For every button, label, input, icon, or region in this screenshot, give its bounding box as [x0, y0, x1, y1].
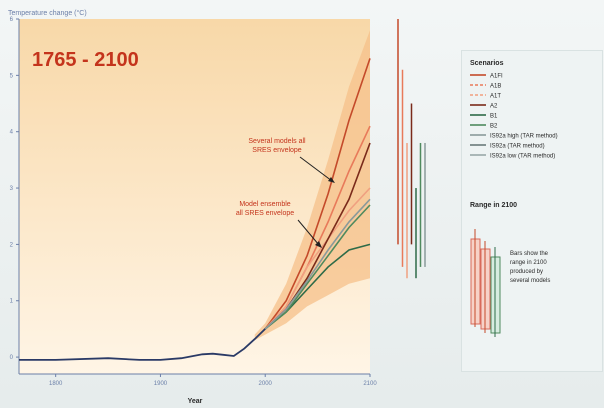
- legend-item-label: IS92a low (TAR method): [490, 154, 555, 160]
- legend-item-label: A2: [490, 104, 498, 110]
- observed-line: [19, 328, 266, 361]
- x-tick-label: 2100: [363, 381, 377, 387]
- annotation-model-ensemble-line2: all SRES envelope: [236, 210, 294, 217]
- y-tick-label: 4: [10, 130, 14, 136]
- x-tick-label: 1800: [49, 381, 63, 387]
- legend-item-label: A1FI: [490, 74, 503, 80]
- range-note-line2: range in 2100: [510, 260, 547, 266]
- annotation-several-models-line2: SRES envelope: [252, 147, 302, 154]
- observed-temperature-line: [19, 328, 266, 361]
- sres-envelope: [254, 30, 370, 341]
- legend-panel: Scenarios A1FI A1B A1T A2 B1 B2 IS92a high (TA…: [461, 50, 603, 372]
- legend-item-label: IS92a high (TAR method): [490, 134, 558, 140]
- legend-item-label: B2: [490, 124, 498, 130]
- y-tick-label: 5: [10, 73, 14, 79]
- series-line-is92a-tar-method-: [264, 198, 371, 330]
- legend-items: A1FI A1B A1T A2 B1 B2 IS92a high (TAR method) I…: [470, 74, 558, 160]
- annotation-model-ensemble-line1: Model ensemble: [239, 201, 290, 208]
- y-tick-label: 1: [10, 299, 14, 305]
- legend-item-label: A1B: [490, 84, 501, 90]
- series-line-a1fi: [264, 58, 371, 330]
- annotation-several-models: Several models all SRES envelope: [248, 138, 335, 183]
- y-tick-label: 0: [10, 355, 14, 361]
- series-line-a1t: [264, 187, 371, 330]
- x-tick-label: 1900: [154, 381, 168, 387]
- plot-background: [19, 19, 370, 374]
- range-note-line3: produced by: [510, 269, 543, 275]
- range-note-line1: Bars show the: [510, 251, 549, 257]
- legend-item-label: A1T: [490, 94, 501, 100]
- x-axis-label: Year: [188, 398, 203, 405]
- sres-envelope-band: [254, 30, 370, 341]
- annotation-model-ensemble: Model ensemble all SRES envelope: [236, 201, 322, 248]
- annotation-arrow-2: [297, 219, 320, 246]
- range-bars: [397, 19, 426, 279]
- range-note-line4: several models: [510, 278, 550, 284]
- legend-svg: Scenarios A1FI A1B A1T A2 B1 B2 IS92a high (TA…: [470, 60, 558, 337]
- range-swatch: [470, 229, 501, 337]
- y-axis-label: Temperature change (°C): [8, 9, 87, 17]
- annotation-arrow-1: [299, 156, 333, 182]
- legend-item-label: IS92a (TAR method): [490, 144, 545, 150]
- y-tick-label: 3: [10, 186, 14, 192]
- series-line-b2: [264, 204, 371, 330]
- range-title: Range in 2100: [470, 202, 517, 209]
- legend-title: Scenarios: [470, 60, 504, 67]
- y-tick-label: 6: [10, 17, 14, 23]
- annotation-arrowhead-1: [328, 177, 335, 183]
- annotation-several-models-line1: Several models all: [248, 138, 306, 145]
- axes: 0 1 2 3 4 5 6 1800 1900 2000 2100: [10, 17, 378, 387]
- y-tick-label: 2: [10, 242, 14, 248]
- annotation-arrowhead-2: [315, 241, 322, 248]
- x-tick-label: 2000: [259, 381, 273, 387]
- legend-item-label: B1: [490, 114, 498, 120]
- chart-title: 1765 - 2100: [32, 49, 139, 71]
